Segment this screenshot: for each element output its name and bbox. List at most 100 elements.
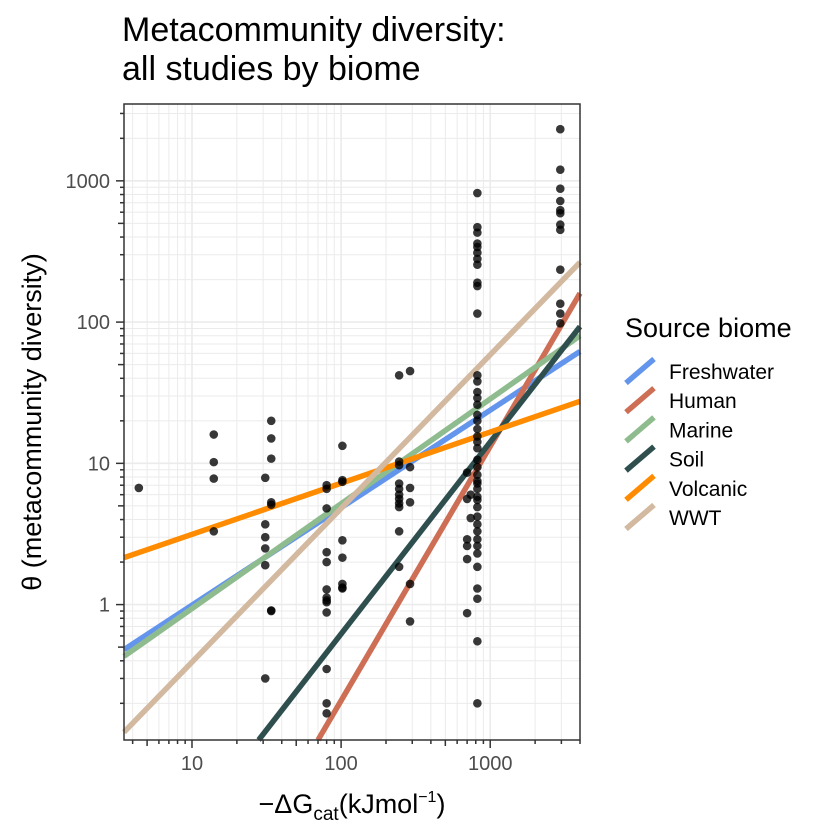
data-point [322,608,331,617]
grid-minor [124,104,581,740]
data-point [322,664,331,674]
data-point [338,553,347,562]
data-point [322,585,331,594]
legend-label-soil: Soil [669,449,704,472]
y-tick-label: 10 [88,453,110,475]
data-point [260,544,270,553]
data-point [473,470,482,480]
data-point [322,484,331,494]
data-point [134,483,144,493]
data-point [266,454,276,463]
data-point [394,502,404,512]
data-point [394,527,404,536]
data-point [473,400,482,410]
data-point [473,594,482,604]
data-point [266,500,276,509]
data-point [473,512,482,521]
data-point [555,309,565,318]
data-point [473,281,482,291]
data-point [473,699,482,708]
legend-key-human [624,386,656,415]
data-point [473,527,482,536]
data-point [462,534,472,544]
legend-key-marine [624,415,656,444]
x-tick-label: 100 [324,753,357,775]
data-point [473,562,482,572]
data-point [260,674,270,683]
x-tick-label: 1000 [468,753,513,775]
data-point [209,457,219,467]
data-point [555,165,565,174]
data-point [260,560,270,570]
data-point [322,557,331,567]
x-axis-title: −ΔGcat(kJmol−1) [259,789,446,825]
legend-key-freshwater [624,356,656,386]
data-point [338,584,347,593]
legend-title: Source biome [625,313,792,343]
data-point [555,225,565,235]
data-point [322,547,331,557]
data-point [473,549,482,558]
data-points [134,124,565,718]
data-point [466,490,476,499]
y-tick-label: 100 [77,312,110,334]
data-point [473,534,482,544]
data-point [394,460,404,470]
data-point [338,536,347,545]
data-point [405,617,415,626]
x-axis-title-prefix: −ΔG [259,789,314,819]
legend-label-wwt: WWT [669,507,722,530]
data-point [473,309,482,318]
legend-key-soil [624,444,656,473]
trend-line-volcanic [123,398,581,561]
data-point [473,437,482,447]
data-point [473,541,482,551]
legend-label-marine: Marine [669,419,733,442]
x-axis-title-sup: −1 [418,789,436,806]
data-point [405,462,415,472]
data-point [473,462,482,472]
data-point [473,495,482,505]
data-point [473,387,482,397]
data-point [266,434,276,443]
data-point [322,699,331,708]
legend-label-human: Human [669,390,737,413]
data-point [260,532,270,542]
data-point [405,483,415,493]
data-point [405,579,415,589]
data-point [473,443,482,453]
data-point [473,424,482,434]
trend-line-soil [256,324,583,742]
data-point [462,541,472,551]
x-axis-title-suffix: ) [436,789,445,819]
legend: Source biome Freshwater Human Marine Soil Vo… [624,313,792,532]
data-point [473,502,482,512]
data-point [405,366,415,376]
data-point [555,265,565,274]
chart-title-line2: all studies by biome [122,50,421,88]
data-point [473,260,482,269]
data-point [209,474,219,483]
data-point [338,477,347,487]
y-axis: 1 10 100 1000 [66,112,124,705]
data-point [473,416,482,426]
legend-items: Freshwater Human Marine Soil Volcanic WWT [624,356,774,532]
plot-panel [122,103,583,742]
data-point [473,584,482,593]
trend-line-wwt [122,260,582,735]
data-point [555,208,565,218]
data-point [405,497,415,507]
data-point [322,504,331,513]
data-point [209,430,219,439]
data-point [473,484,482,494]
data-point [394,562,404,572]
data-point [322,708,331,718]
trend-lines [122,260,583,742]
data-point [322,597,331,607]
data-point [260,520,270,529]
data-point [555,196,565,206]
data-point [555,124,565,134]
data-point [473,188,482,198]
x-axis-title-mid: (kJmol [339,789,419,819]
data-point [394,371,404,380]
